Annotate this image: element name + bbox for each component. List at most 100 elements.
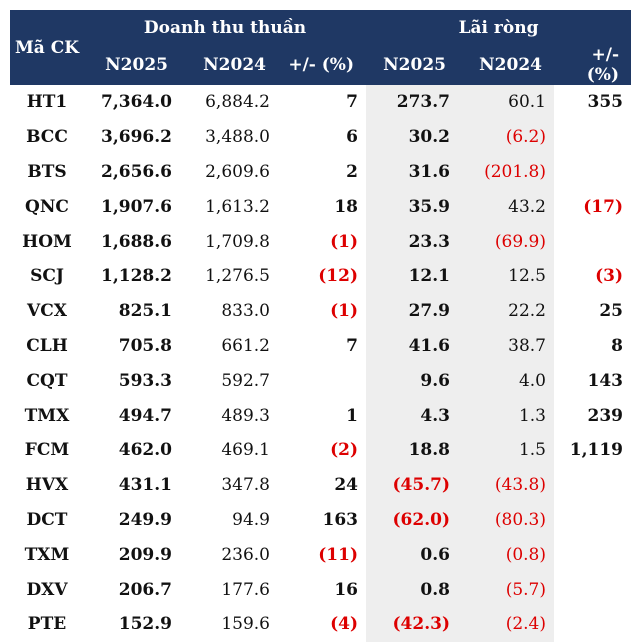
profit-change-cell: 143 (587, 370, 624, 391)
revenue-2024-header: N2024 (180, 45, 278, 85)
revenue-2024-cell: 661.2 (221, 335, 270, 356)
profit-2024-cell: (80.3) (458, 502, 554, 538)
profit-2024-header: N2024 (458, 45, 554, 85)
table-row: VCX 825.1 833.0 (1) 27.9 22.2 25 (10, 293, 631, 329)
revenue-change-cell: (11) (318, 544, 358, 565)
revenue-change-cell: 18 (334, 196, 358, 217)
profit-change-cell: (17) (583, 196, 624, 217)
profit-2025-cell: 4.3 (366, 398, 458, 433)
revenue-change-cell: (1) (330, 301, 358, 322)
revenue-change-cell: 1 (346, 405, 358, 426)
profit-2025-cell: (42.3) (366, 606, 458, 642)
revenue-2025-cell: 1,907.6 (101, 196, 172, 217)
stock-code-header: Mã CK (10, 10, 84, 85)
profit-2025-cell: 23.3 (366, 224, 458, 259)
revenue-change-cell: 6 (346, 127, 358, 148)
stock-code-cell: DCT (26, 509, 68, 530)
profit-change-cell: 355 (587, 92, 624, 113)
revenue-2025-cell: 494.7 (118, 405, 172, 426)
revenue-change-cell: (2) (330, 440, 358, 461)
profit-2024-cell: 1.3 (458, 398, 554, 433)
profit-change-cell: 8 (611, 335, 624, 356)
table-row: CLH 705.8 661.2 7 41.6 38.7 8 (10, 328, 631, 364)
revenue-2025-cell: 209.9 (118, 544, 172, 565)
revenue-group-header: Doanh thu thuần (84, 10, 366, 45)
stock-code-cell: HT1 (26, 92, 68, 113)
revenue-2025-cell: 431.1 (118, 475, 172, 496)
revenue-2024-cell: 592.7 (221, 370, 270, 391)
revenue-2025-cell: 825.1 (118, 301, 172, 322)
table-row: HVX 431.1 347.8 24 (45.7) (43.8) (10, 467, 631, 503)
revenue-2024-cell: 2,609.6 (205, 161, 270, 182)
profit-2025-cell: 0.6 (366, 537, 458, 573)
stock-code-cell: FCM (24, 440, 70, 461)
financial-table: Mã CK Doanh thu thuần Lãi ròng N2025 N20… (10, 10, 631, 642)
stock-code-cell: BTS (27, 161, 67, 182)
profit-2025-cell: 9.6 (366, 363, 458, 399)
profit-2024-cell: (2.4) (458, 606, 554, 642)
profit-2024-cell: (5.7) (458, 572, 554, 607)
revenue-2024-cell: 347.8 (221, 475, 270, 496)
revenue-2024-cell: 1,709.8 (205, 231, 270, 252)
revenue-2025-cell: 3,696.2 (101, 127, 172, 148)
profit-2024-cell: (6.2) (458, 119, 554, 155)
profit-change-cell (554, 572, 631, 607)
table-row: SCJ 1,128.2 1,276.5 (12) 12.1 12.5 (3) (10, 258, 631, 294)
revenue-2025-cell: 152.9 (118, 614, 172, 635)
profit-2025-cell: 35.9 (366, 189, 458, 225)
table-row: QNC 1,907.6 1,613.2 18 35.9 43.2 (17) (10, 189, 631, 225)
profit-change-cell: 25 (599, 301, 624, 322)
profit-change-cell (554, 120, 631, 155)
profit-change-cell (554, 537, 631, 572)
revenue-2024-cell: 489.3 (221, 405, 270, 426)
stock-code-cell: BCC (26, 127, 68, 148)
profit-2024-cell: (69.9) (458, 224, 554, 259)
revenue-2025-cell: 206.7 (118, 579, 172, 600)
revenue-2025-cell: 1,688.6 (101, 231, 172, 252)
stock-code-cell: QNC (25, 196, 69, 217)
table-row: DXV 206.7 177.6 16 0.8 (5.7) (10, 572, 631, 607)
revenue-change-header: +/- (%) (278, 45, 366, 85)
profit-2024-cell: 12.5 (458, 258, 554, 294)
profit-2024-cell: (201.8) (458, 154, 554, 190)
table-row: TXM 209.9 236.0 (11) 0.6 (0.8) (10, 537, 631, 573)
table-body: HT1 7,364.0 6,884.2 7 273.7 60.1 355 BCC 3,696.2… (10, 85, 631, 642)
revenue-2024-cell: 236.0 (221, 544, 270, 565)
revenue-2024-cell: 159.6 (221, 614, 270, 635)
stock-code-cell: DXV (26, 579, 68, 600)
revenue-2025-cell: 7,364.0 (101, 92, 172, 113)
revenue-2025-cell: 462.0 (118, 440, 172, 461)
table-row: BTS 2,656.6 2,609.6 2 31.6 (201.8) (10, 154, 631, 190)
profit-2025-cell: 0.8 (366, 572, 458, 607)
stock-code-cell: VCX (27, 301, 67, 322)
revenue-change-cell: 2 (346, 161, 358, 182)
profit-2025-cell: (62.0) (366, 502, 458, 538)
stock-code-cell: CLH (26, 335, 68, 356)
revenue-2025-cell: 2,656.6 (101, 161, 172, 182)
revenue-2024-cell: 3,488.0 (205, 127, 270, 148)
stock-code-cell: CQT (26, 370, 68, 391)
revenue-2024-cell: 469.1 (221, 440, 270, 461)
table-row: CQT 593.3 592.7 9.6 4.0 143 (10, 363, 631, 399)
profit-change-cell (554, 224, 631, 259)
revenue-2024-cell: 94.9 (232, 509, 270, 530)
table-header: Mã CK Doanh thu thuần Lãi ròng N2025 N20… (10, 10, 631, 85)
table-row: BCC 3,696.2 3,488.0 6 30.2 (6.2) (10, 119, 631, 155)
table-row: TMX 494.7 489.3 1 4.3 1.3 239 (10, 398, 631, 433)
profit-change-cell (554, 468, 631, 503)
profit-2024-cell: 22.2 (458, 293, 554, 329)
profit-2024-cell: 43.2 (458, 189, 554, 225)
stock-code-cell: PTE (27, 614, 67, 635)
profit-change-cell: 1,119 (569, 440, 624, 461)
revenue-2025-cell: 593.3 (118, 370, 172, 391)
stock-code-cell: TMX (24, 405, 70, 426)
profit-2025-cell: 31.6 (366, 154, 458, 190)
stock-code-cell: HVX (25, 475, 69, 496)
revenue-change-cell: 163 (322, 509, 359, 530)
revenue-change-cell: 24 (334, 475, 358, 496)
stock-code-cell: SCJ (30, 266, 64, 287)
stock-code-cell: HOM (22, 231, 72, 252)
profit-2025-header: N2025 (366, 45, 458, 85)
revenue-2024-cell: 6,884.2 (205, 92, 270, 113)
